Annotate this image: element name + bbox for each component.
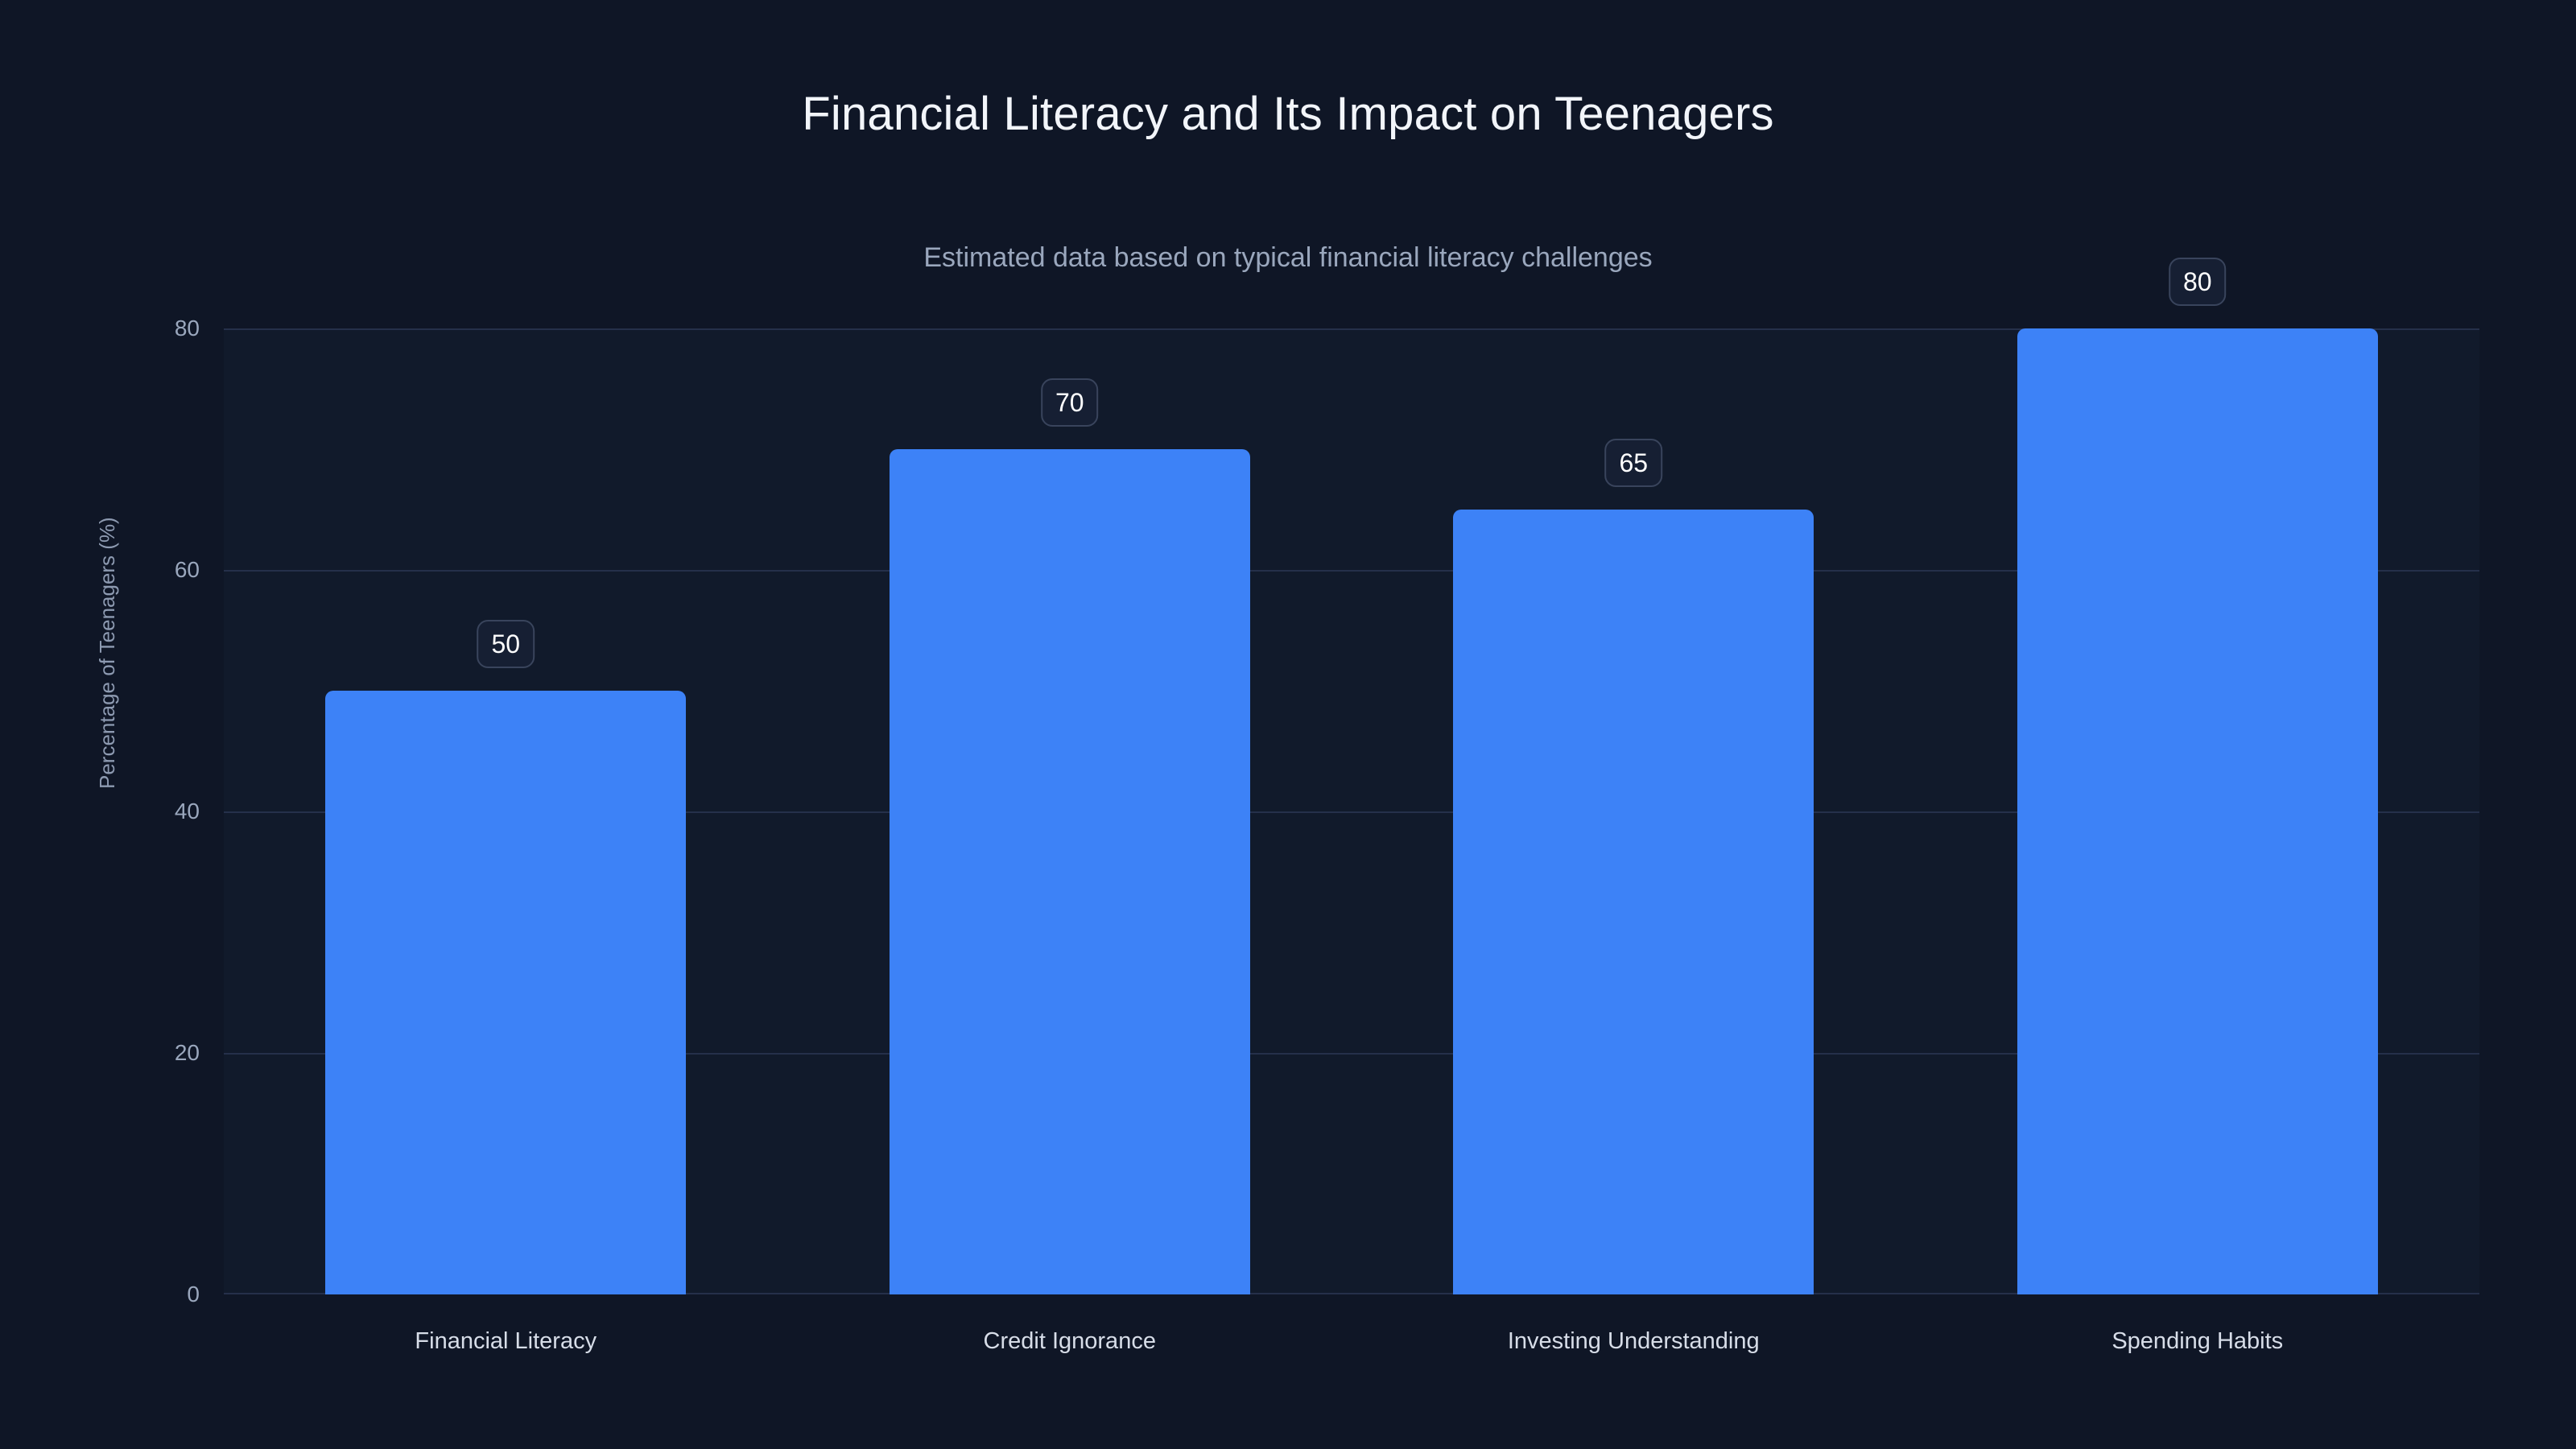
bar[interactable]	[2017, 328, 2378, 1294]
chart-title: Financial Literacy and Its Impact on Tee…	[802, 88, 1774, 140]
y-axis-tick-label: 40	[174, 799, 200, 824]
gridline	[224, 811, 2479, 813]
y-axis-tick-label: 20	[174, 1040, 200, 1065]
bar-value-label: 80	[2168, 258, 2227, 306]
bar-value-label: 50	[477, 620, 535, 668]
x-axis-tick-label: Financial Literacy	[415, 1328, 597, 1354]
chart-subtitle: Estimated data based on typical financia…	[923, 242, 1653, 273]
bar-value-label: 70	[1040, 378, 1099, 427]
y-axis-title: Percentage of Teenagers (%)	[95, 517, 119, 789]
y-axis-tick-label: 80	[174, 316, 200, 341]
gridline	[224, 1293, 2479, 1294]
bar[interactable]	[889, 449, 1250, 1294]
bar[interactable]	[325, 691, 687, 1294]
gridline	[224, 328, 2479, 330]
y-axis-tick-label: 60	[174, 557, 200, 582]
x-axis-tick-label: Credit Ignorance	[983, 1328, 1156, 1354]
x-axis-tick-label: Investing Understanding	[1507, 1328, 1760, 1354]
gridline	[224, 1053, 2479, 1055]
gridline	[224, 570, 2479, 572]
x-axis-tick-label: Spending Habits	[2112, 1328, 2284, 1354]
bar-value-label: 65	[1604, 439, 1663, 487]
y-axis-tick-label: 0	[187, 1282, 200, 1307]
bar[interactable]	[1453, 510, 1814, 1294]
